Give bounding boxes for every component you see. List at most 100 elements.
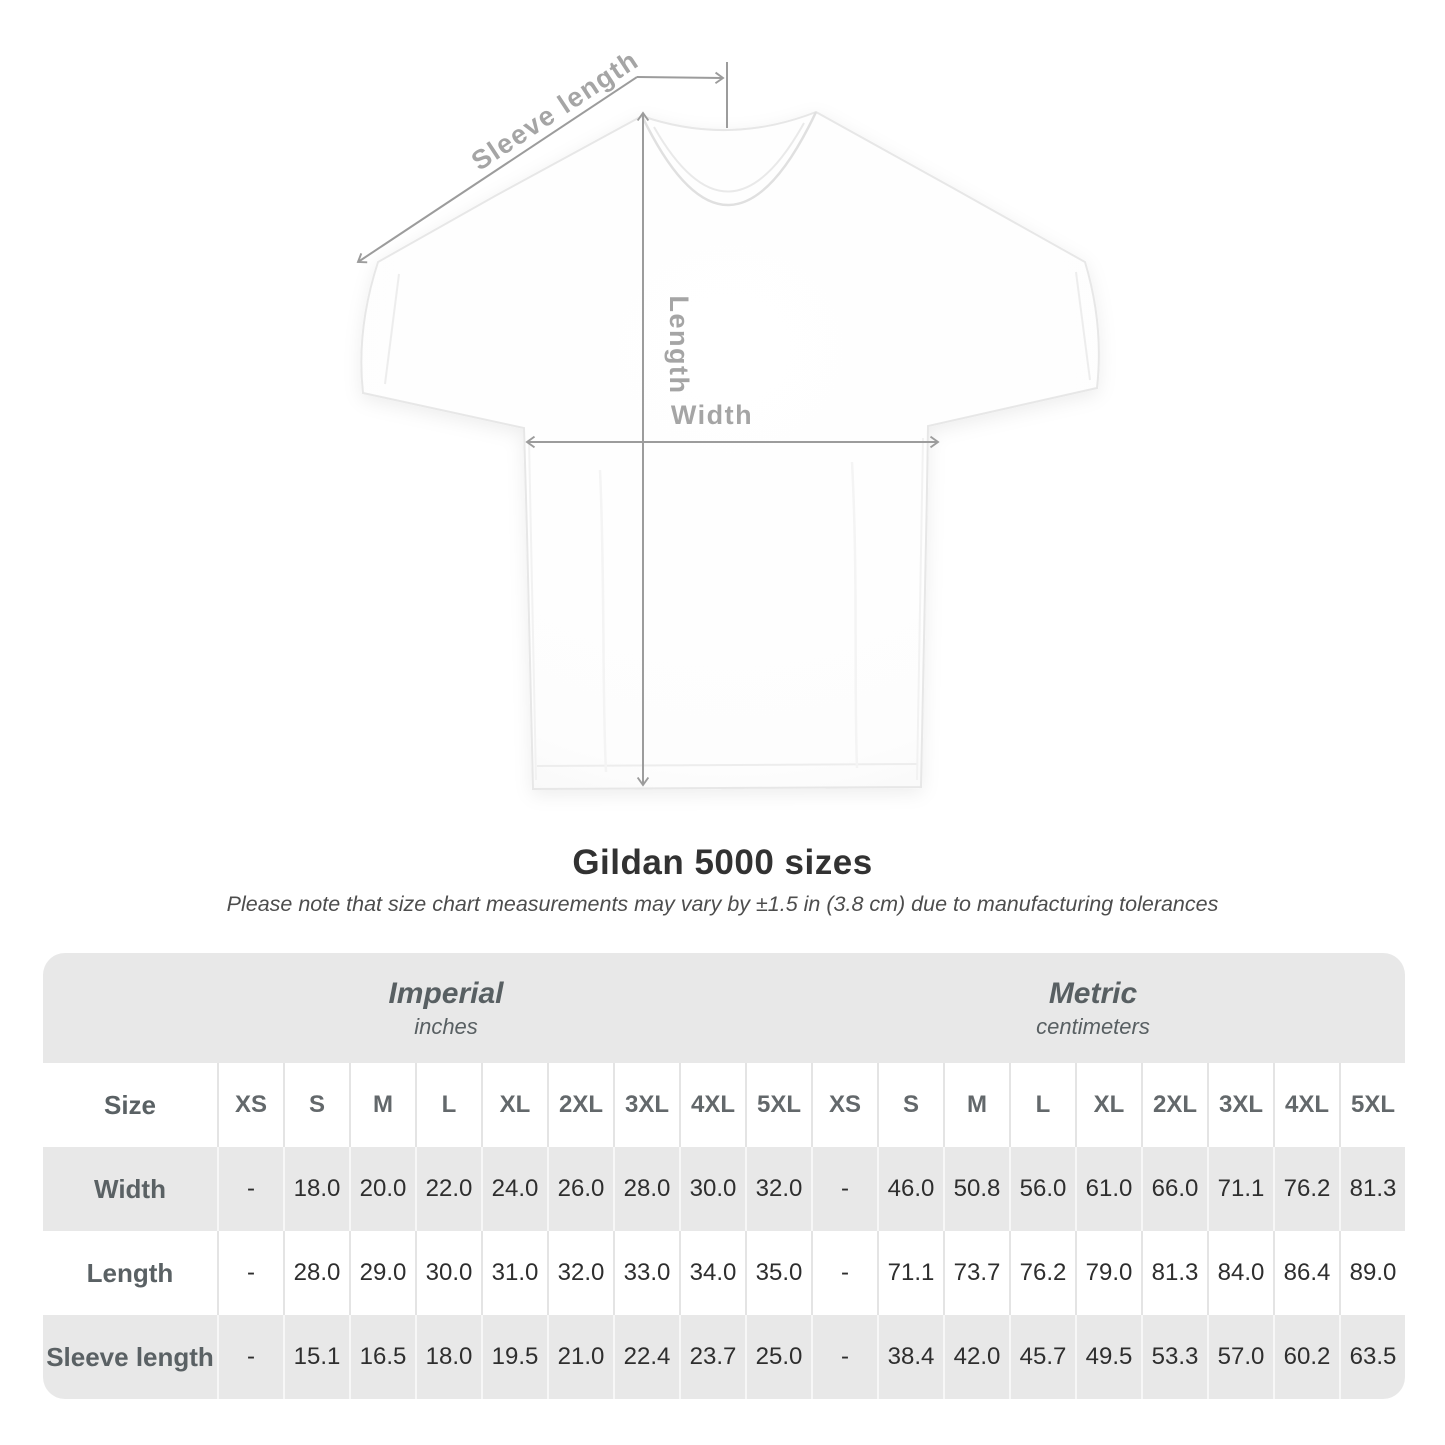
table-cell: 50.8	[943, 1147, 1009, 1231]
table-cell: 84.0	[1207, 1231, 1273, 1315]
table-cell: 42.0	[943, 1315, 1009, 1399]
unit-header-row: Imperial inches Metric centimeters	[43, 953, 1405, 1063]
metric-group-header: Metric centimeters	[796, 953, 1390, 1063]
table-cell: 63.5	[1339, 1315, 1405, 1399]
size-header-cell: L	[415, 1063, 481, 1147]
table-cell: 32.0	[547, 1231, 613, 1315]
fabric-wrinkle	[598, 469, 608, 773]
table-cell: 76.2	[1009, 1231, 1075, 1315]
table-cell: -	[811, 1315, 877, 1399]
table-cell: 19.5	[481, 1315, 547, 1399]
table-cell: -	[217, 1315, 283, 1399]
table-cell: 30.0	[679, 1147, 745, 1231]
imperial-group-header: Imperial inches	[149, 953, 743, 1063]
table-cell: 20.0	[349, 1147, 415, 1231]
table-cell: 81.3	[1141, 1231, 1207, 1315]
fabric-wrinkle	[850, 461, 859, 769]
table-cell: 16.5	[349, 1315, 415, 1399]
size-header-cell: 2XL	[547, 1063, 613, 1147]
table-cell: 60.2	[1273, 1315, 1339, 1399]
table-cell: -	[217, 1147, 283, 1231]
table-cell: 66.0	[1141, 1147, 1207, 1231]
table-cell: 18.0	[283, 1147, 349, 1231]
size-header-cell: M	[349, 1063, 415, 1147]
table-cell: 53.3	[1141, 1315, 1207, 1399]
table-cell: 15.1	[283, 1315, 349, 1399]
table-cell: 76.2	[1273, 1147, 1339, 1231]
table-cell: 29.0	[349, 1231, 415, 1315]
left-side-seam	[528, 439, 537, 781]
size-header-cell: XL	[481, 1063, 547, 1147]
table-cell: 23.7	[679, 1315, 745, 1399]
width-label: Width	[671, 400, 753, 430]
table-cell: 71.1	[1207, 1147, 1273, 1231]
imperial-sublabel: inches	[414, 1013, 478, 1039]
table-row: Length -28.0 29.0 30.0 31.0 32.0 33.0 34.0 35.0-…	[43, 1231, 1405, 1315]
table-cell: 61.0	[1075, 1147, 1141, 1231]
size-header-cell: 4XL	[679, 1063, 745, 1147]
table-cell: 28.0	[613, 1147, 679, 1231]
table-cell: 45.7	[1009, 1315, 1075, 1399]
size-chart-table: Imperial inches Metric centimeters Size …	[43, 953, 1405, 1399]
table-cell: 79.0	[1075, 1231, 1141, 1315]
table-cell: -	[811, 1231, 877, 1315]
sleeve-length-arrow	[356, 76, 638, 264]
table-cell: 49.5	[1075, 1315, 1141, 1399]
collar-inner-line	[653, 122, 805, 193]
table-cell: 18.0	[415, 1315, 481, 1399]
size-header-cell: 3XL	[1207, 1063, 1273, 1147]
right-sleeve-hem	[1075, 271, 1091, 381]
table-cell: 31.0	[481, 1231, 547, 1315]
row-label: Sleeve length	[46, 1341, 214, 1372]
sleeve-length-arrow-top	[636, 71, 725, 85]
table-cell: 73.7	[943, 1231, 1009, 1315]
table-cell: 71.1	[877, 1231, 943, 1315]
table-cell: 22.0	[415, 1147, 481, 1231]
table-cell: 86.4	[1273, 1231, 1339, 1315]
size-column-header: Size	[103, 1089, 157, 1120]
page-title: Gildan 5000 sizes	[572, 843, 873, 882]
size-header-cell: XL	[1075, 1063, 1141, 1147]
row-label: Width	[94, 1173, 166, 1204]
table-row: Width -18.0 20.0 22.0 24.0 26.0 28.0 30.0 32.0-4…	[43, 1147, 1405, 1231]
size-header-cell: S	[283, 1063, 349, 1147]
metric-label: Metric	[1048, 976, 1138, 1010]
size-header-cell: S	[877, 1063, 943, 1147]
table-cell: 25.0	[745, 1315, 811, 1399]
size-header-cell: 3XL	[613, 1063, 679, 1147]
size-header-cell: XS	[811, 1063, 877, 1147]
bottom-hem	[536, 763, 919, 767]
size-header-cell: 5XL	[1339, 1063, 1405, 1147]
length-label: Length	[664, 296, 694, 395]
table-cell: -	[811, 1147, 877, 1231]
size-header-cell: XS	[217, 1063, 283, 1147]
size-header-row: Size XS S M L XL 2XL 3XL 4XL 5XL XS S M L XL 2XL 3XL 4XL…	[43, 1063, 1405, 1147]
table-cell: 32.0	[745, 1147, 811, 1231]
table-cell: 57.0	[1207, 1315, 1273, 1399]
row-label: Length	[86, 1257, 174, 1288]
table-cell: 38.4	[877, 1315, 943, 1399]
table-cell: 33.0	[613, 1231, 679, 1315]
size-header-cell: 4XL	[1273, 1063, 1339, 1147]
table-cell: 81.3	[1339, 1147, 1405, 1231]
size-table-body: Width -18.0 20.0 22.0 24.0 26.0 28.0 30.0 32.0-4…	[43, 1147, 1405, 1399]
table-cell: 24.0	[481, 1147, 547, 1231]
table-cell: 30.0	[415, 1231, 481, 1315]
size-header-cell: 5XL	[745, 1063, 811, 1147]
collar-outer-line	[640, 111, 818, 207]
size-header-cell: M	[943, 1063, 1009, 1147]
table-cell: 28.0	[283, 1231, 349, 1315]
size-header-cell: 2XL	[1141, 1063, 1207, 1147]
table-cell: 26.0	[547, 1147, 613, 1231]
page-subtitle: Please note that size chart measurements…	[226, 892, 1219, 916]
table-cell: 56.0	[1009, 1147, 1075, 1231]
table-cell: -	[217, 1231, 283, 1315]
table-cell: 22.4	[613, 1315, 679, 1399]
tshirt-measurement-diagram: Sleeve length Length Width	[356, 45, 1100, 791]
table-cell: 34.0	[679, 1231, 745, 1315]
right-side-seam	[916, 437, 924, 781]
table-cell: 35.0	[745, 1231, 811, 1315]
imperial-label: Imperial	[388, 976, 504, 1010]
left-sleeve-hem	[384, 273, 400, 385]
